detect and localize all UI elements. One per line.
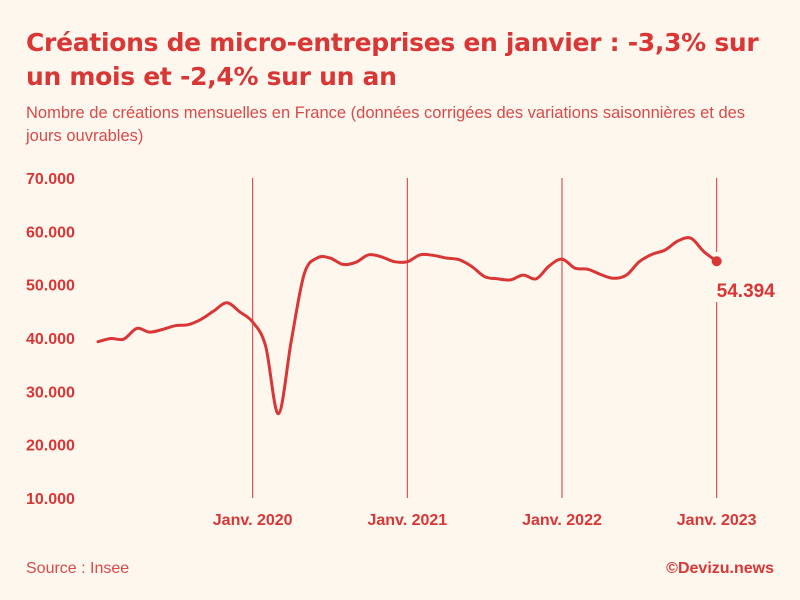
chart-subtitle: Nombre de créations mensuelles en France… bbox=[26, 104, 746, 145]
last-value-label: 54.394 bbox=[717, 281, 776, 302]
chart-title: Créations de micro-entreprises en janvie… bbox=[26, 28, 759, 91]
x-tick-label: Janv. 2020 bbox=[213, 512, 293, 529]
y-tick-label: 30.000 bbox=[26, 384, 75, 401]
y-tick-label: 50.000 bbox=[26, 278, 75, 295]
x-tick-label: Janv. 2022 bbox=[522, 512, 602, 529]
last-value-marker bbox=[711, 256, 722, 267]
y-tick-label: 20.000 bbox=[26, 438, 75, 455]
series-line-0 bbox=[96, 236, 719, 416]
y-tick-label: 40.000 bbox=[26, 331, 75, 348]
y-tick-label: 10.000 bbox=[26, 491, 75, 508]
x-tick-label: Janv. 2023 bbox=[677, 512, 757, 529]
credit-link[interactable]: ©Devizu.news bbox=[666, 560, 774, 577]
source-note: Source : Insee bbox=[26, 560, 130, 577]
y-tick-label: 60.000 bbox=[26, 224, 75, 241]
y-tick-label: 70.000 bbox=[26, 171, 75, 188]
x-tick-label: Janv. 2021 bbox=[367, 512, 447, 529]
